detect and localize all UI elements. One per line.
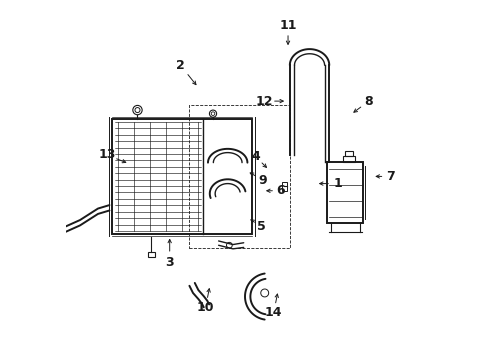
Text: 6: 6	[276, 184, 285, 197]
Text: 8: 8	[365, 95, 373, 108]
Text: 3: 3	[166, 256, 174, 269]
Text: 11: 11	[279, 19, 297, 32]
Bar	[112, 119, 252, 234]
Text: 9: 9	[259, 174, 267, 186]
Text: 12: 12	[256, 95, 273, 108]
Bar	[282, 182, 287, 191]
Text: 14: 14	[265, 306, 282, 319]
Bar	[344, 151, 353, 156]
Bar	[343, 156, 355, 162]
Text: 4: 4	[251, 150, 260, 163]
Bar	[327, 162, 364, 223]
Bar	[189, 105, 290, 248]
Text: 13: 13	[98, 148, 116, 161]
Text: 7: 7	[386, 170, 394, 183]
Text: 1: 1	[334, 177, 343, 190]
Text: 5: 5	[257, 220, 266, 233]
Text: 10: 10	[197, 301, 214, 314]
Bar	[148, 252, 155, 257]
Text: 2: 2	[176, 59, 185, 72]
